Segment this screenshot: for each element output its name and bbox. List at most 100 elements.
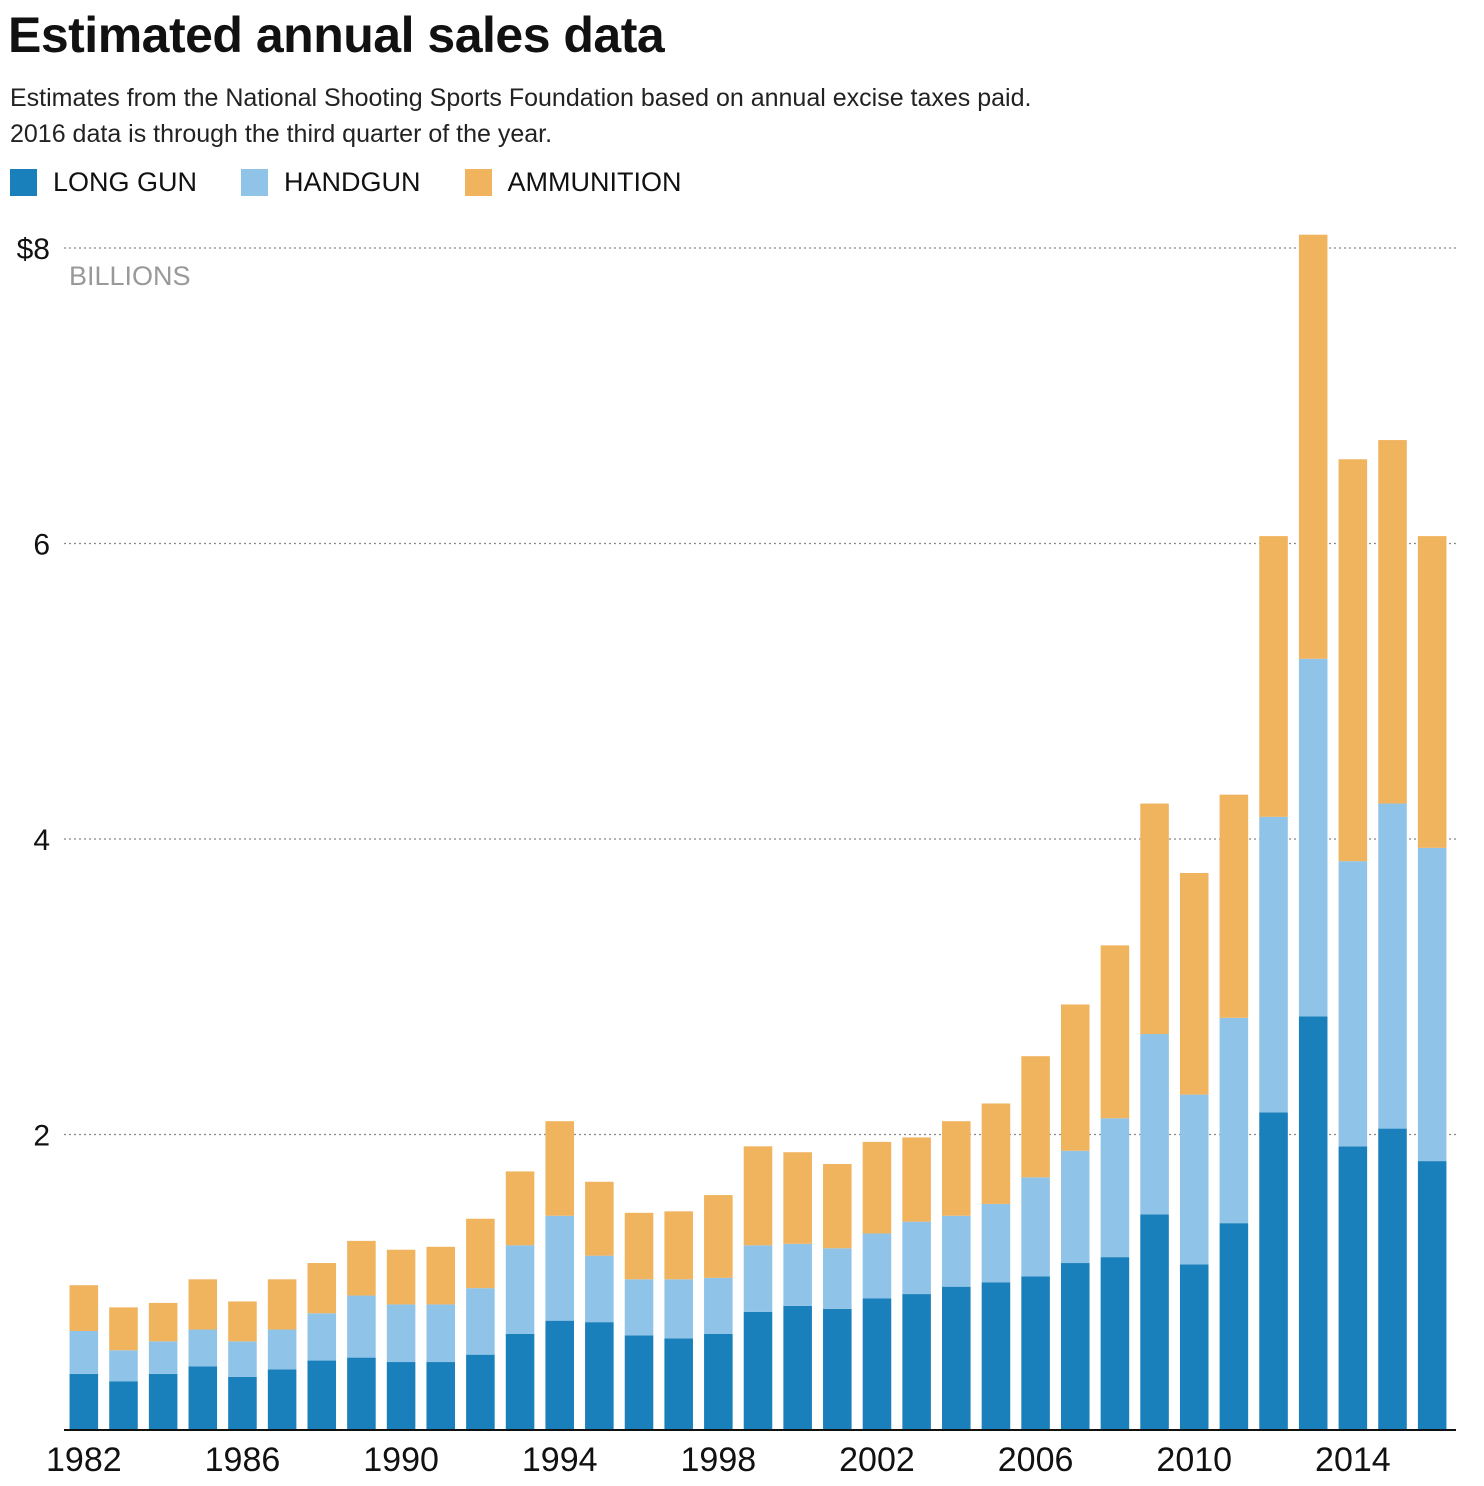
bar-long-gun-2001 <box>823 1308 852 1430</box>
bar-handgun-1987 <box>267 1329 297 1370</box>
x-tick-label: 1994 <box>522 1441 598 1479</box>
bar-ammunition-1983 <box>109 1307 138 1351</box>
bar-long-gun-1998 <box>704 1333 733 1430</box>
y-tick-label: $8 <box>17 233 50 266</box>
bar-handgun-1984 <box>148 1341 178 1374</box>
bar-ammunition-1992 <box>466 1218 495 1289</box>
bar-ammunition-1987 <box>267 1279 297 1330</box>
bar-handgun-1994 <box>545 1215 574 1321</box>
bar-ammunition-1997 <box>664 1211 693 1280</box>
bar-long-gun-2015 <box>1378 1128 1407 1430</box>
bar-ammunition-2006 <box>1021 1056 1050 1178</box>
bar-ammunition-2004 <box>942 1121 971 1216</box>
bar-handgun-1990 <box>386 1304 416 1363</box>
bar-handgun-2001 <box>823 1248 852 1309</box>
bar-handgun-2012 <box>1259 816 1288 1113</box>
bar-ammunition-2010 <box>1179 872 1209 1095</box>
bar-ammunition-2011 <box>1219 794 1249 1018</box>
bar-long-gun-1993 <box>505 1333 535 1430</box>
y-tick-label: 2 <box>33 1120 50 1153</box>
legend-swatch-long-gun <box>10 168 37 196</box>
bar-long-gun-2006 <box>1021 1276 1050 1430</box>
bar-ammunition-2016 <box>1417 536 1447 848</box>
bar-ammunition-2008 <box>1100 945 1130 1119</box>
bar-handgun-1986 <box>228 1341 257 1377</box>
x-tick-label: 2010 <box>1156 1441 1232 1479</box>
bar-handgun-1982 <box>69 1331 99 1374</box>
chart-title: Estimated annual sales data <box>8 7 665 63</box>
bar-long-gun-2011 <box>1219 1223 1249 1430</box>
bar-long-gun-2016 <box>1417 1161 1447 1430</box>
y-tick-label: 6 <box>33 529 50 562</box>
bar-handgun-1983 <box>109 1350 138 1382</box>
legend-swatch-handgun <box>241 168 269 196</box>
bar-long-gun-2013 <box>1298 1016 1328 1430</box>
bar-handgun-2006 <box>1021 1177 1050 1277</box>
x-tick-label: 1990 <box>363 1441 439 1479</box>
bar-ammunition-2005 <box>981 1103 1011 1204</box>
bar-ammunition-2012 <box>1259 536 1288 817</box>
bar-long-gun-2012 <box>1259 1112 1288 1430</box>
bar-handgun-2010 <box>1179 1094 1209 1265</box>
bar-long-gun-1991 <box>426 1362 456 1430</box>
bar-long-gun-2004 <box>942 1286 971 1430</box>
legend-label-handgun: HANDGUN <box>284 166 421 197</box>
legend-swatch-ammunition <box>464 168 492 196</box>
bar-ammunition-1984 <box>148 1302 178 1342</box>
bar-long-gun-1987 <box>267 1369 297 1430</box>
bar-long-gun-1984 <box>148 1373 178 1430</box>
bar-handgun-1998 <box>704 1277 733 1334</box>
bar-ammunition-1995 <box>585 1181 614 1256</box>
bar-ammunition-2003 <box>902 1137 931 1222</box>
bar-ammunition-1996 <box>624 1212 654 1280</box>
bar-long-gun-2008 <box>1100 1257 1130 1430</box>
x-tick-label: 2014 <box>1315 1441 1391 1479</box>
bar-handgun-1997 <box>664 1279 693 1339</box>
bar-handgun-1996 <box>624 1279 654 1336</box>
x-tick-label: 2002 <box>839 1441 915 1479</box>
legend-item-ammunition: AMMUNITION <box>464 166 682 198</box>
bar-long-gun-1988 <box>307 1360 337 1430</box>
legend-item-long-gun: LONG GUN <box>10 167 197 198</box>
bar-long-gun-1982 <box>69 1373 99 1430</box>
bar-ammunition-1986 <box>228 1301 257 1342</box>
bar-long-gun-2000 <box>783 1305 812 1430</box>
bar-handgun-1995 <box>585 1255 614 1323</box>
x-tick-label: 1998 <box>681 1441 757 1479</box>
bar-long-gun-1997 <box>664 1338 693 1430</box>
chart-subtitle: Estimates from the National Shooting Spo… <box>10 80 1310 152</box>
bar-long-gun-2007 <box>1060 1263 1090 1430</box>
bar-handgun-2004 <box>942 1215 971 1287</box>
bar-ammunition-2002 <box>862 1141 892 1234</box>
bar-handgun-2009 <box>1140 1034 1169 1215</box>
axes: $8 6 4 2 1982 1986 1990 1994 1998 2002 2006 2010 201… <box>17 233 1456 1479</box>
bar-ammunition-2014 <box>1338 459 1368 862</box>
bar-long-gun-1999 <box>743 1311 773 1430</box>
bar-handgun-2013 <box>1298 658 1328 1017</box>
bar-handgun-1991 <box>426 1304 456 1363</box>
bar-ammunition-1985 <box>188 1279 218 1330</box>
bar-long-gun-1983 <box>109 1381 138 1430</box>
subtitle-line-1: Estimates from the National Shooting Spo… <box>10 84 1032 112</box>
bar-long-gun-2002 <box>862 1298 892 1430</box>
bar-ammunition-2007 <box>1060 1004 1090 1151</box>
bar-ammunition-2015 <box>1378 440 1407 804</box>
bar-ammunition-1998 <box>704 1195 733 1278</box>
bar-handgun-2016 <box>1417 847 1447 1162</box>
bar-handgun-2003 <box>902 1221 931 1295</box>
legend-label-ammunition: AMMUNITION <box>507 166 682 197</box>
y-tick-label: 4 <box>33 824 50 857</box>
x-tick-label: 1982 <box>46 1441 122 1479</box>
bar-handgun-2011 <box>1219 1017 1249 1224</box>
bar-long-gun-1986 <box>228 1376 257 1430</box>
subtitle-line-2: 2016 data is through the third quarter o… <box>10 120 553 148</box>
bar-ammunition-1993 <box>505 1171 535 1246</box>
bar-long-gun-2005 <box>981 1282 1011 1430</box>
bar-handgun-2014 <box>1338 861 1368 1147</box>
bar-ammunition-2001 <box>823 1164 852 1249</box>
bar-handgun-1999 <box>743 1245 773 1312</box>
bar-handgun-1985 <box>188 1329 218 1367</box>
bar-ammunition-1982 <box>69 1285 99 1331</box>
bar-ammunition-2013 <box>1298 234 1328 659</box>
